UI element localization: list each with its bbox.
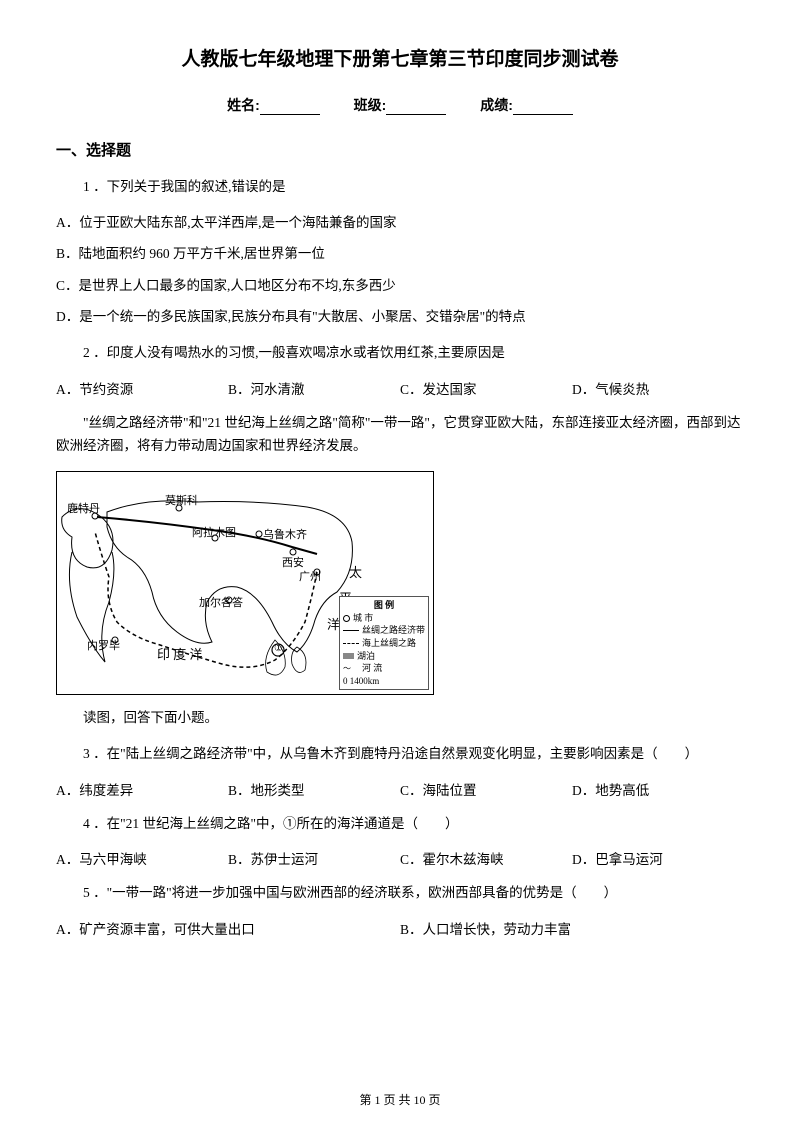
map-label-jiaergeda: 加尔各答 — [199, 594, 243, 610]
map-label-wulumuqi: 乌鲁木齐 — [263, 526, 307, 542]
map-figure: 鹿特丹 莫斯科 阿拉木图 乌鲁木齐 西安 广州 加尔各答 内罗毕 印 度 洋 太… — [56, 471, 434, 695]
map-label-mosike: 莫斯科 — [165, 492, 198, 508]
q4-opt-a[interactable]: A．马六甲海峡 — [56, 848, 228, 868]
q2-options: A．节约资源 B．河水清澈 C．发达国家 D．气候炎热 — [56, 378, 744, 398]
page-footer: 第 1 页 共 10 页 — [0, 1091, 800, 1108]
map-label-alamutu: 阿拉木图 — [192, 524, 236, 540]
page-title: 人教版七年级地理下册第七章第三节印度同步测试卷 — [56, 44, 744, 71]
class-blank[interactable] — [386, 101, 446, 115]
score-label: 成绩: — [480, 97, 513, 113]
q1-opt-c[interactable]: C．是世界上人口最多的国家,人口地区分布不均,东多西少 — [56, 275, 744, 297]
read-map-instruction: 读图，回答下面小题。 — [56, 707, 744, 729]
map-label-neiluobi: 内罗毕 — [87, 637, 120, 653]
student-info-line: 姓名: 班级: 成绩: — [56, 95, 744, 115]
q3-opt-c[interactable]: C．海陆位置 — [400, 779, 572, 799]
class-label: 班级: — [354, 97, 387, 113]
name-blank[interactable] — [260, 101, 320, 115]
q3-opt-d[interactable]: D．地势高低 — [572, 779, 744, 799]
q1-opt-a[interactable]: A．位于亚欧大陆东部,太平洋西岸,是一个海陆兼备的国家 — [56, 212, 744, 234]
legend-landroute: 丝绸之路经济带 — [362, 624, 425, 637]
q3-opt-a[interactable]: A．纬度差异 — [56, 779, 228, 799]
legend-scale: 0 1400km — [343, 675, 425, 688]
q1-options: A．位于亚欧大陆东部,太平洋西岸,是一个海陆兼备的国家 B．陆地面积约 960 … — [56, 212, 744, 328]
legend-city: 城 市 — [353, 612, 373, 625]
name-label: 姓名: — [227, 97, 260, 113]
legend-searoute: 海上丝绸之路 — [362, 637, 416, 650]
map-label-lutedan: 鹿特丹 — [67, 500, 100, 516]
section-mcq-title: 一、选择题 — [56, 139, 744, 160]
score-blank[interactable] — [513, 101, 573, 115]
q4-opt-b[interactable]: B．苏伊士运河 — [228, 848, 400, 868]
q2-stem: 2 ．印度人没有喝热水的习惯,一般喜欢喝凉水或者饮用红茶,主要原因是 — [56, 342, 744, 364]
q3-opt-b[interactable]: B．地形类型 — [228, 779, 400, 799]
map-label-indian-ocean: 印 度 洋 — [157, 644, 203, 663]
q1-opt-d[interactable]: D．是一个统一的多民族国家,民族分布具有"大散居、小聚居、交错杂居"的特点 — [56, 306, 744, 328]
map-legend: 图 例 城 市 丝绸之路经济带 海上丝绸之路 湖泊 ～河 流 0 1400km — [339, 596, 429, 690]
q4-opt-d[interactable]: D．巴拿马运河 — [572, 848, 744, 868]
map-label-pacific-t: 太 — [349, 562, 362, 581]
legend-lake: 湖泊 — [357, 650, 375, 663]
map-label-mark1: ① — [274, 643, 283, 654]
q2-opt-a[interactable]: A．节约资源 — [56, 378, 228, 398]
q2-opt-b[interactable]: B．河水清澈 — [228, 378, 400, 398]
q4-options: A．马六甲海峡 B．苏伊士运河 C．霍尔木兹海峡 D．巴拿马运河 — [56, 848, 744, 868]
legend-river: 河 流 — [362, 662, 382, 675]
q2-opt-d[interactable]: D．气候炎热 — [572, 378, 744, 398]
q1-opt-b[interactable]: B．陆地面积约 960 万平方千米,居世界第一位 — [56, 243, 744, 265]
q5-options: A．矿产资源丰富，可供大量出口 B．人口增长快，劳动力丰富 — [56, 918, 744, 944]
passage-obor: "丝绸之路经济带"和"21 世纪海上丝绸之路"简称"一带一路"，它贯穿亚欧大陆，… — [56, 412, 744, 458]
q3-stem: 3 ．在"陆上丝绸之路经济带"中，从乌鲁木齐到鹿特丹沿途自然景观变化明显，主要影… — [56, 743, 744, 765]
q2-opt-c[interactable]: C．发达国家 — [400, 378, 572, 398]
q3-options: A．纬度差异 B．地形类型 C．海陆位置 D．地势高低 — [56, 779, 744, 799]
q4-opt-c[interactable]: C．霍尔木兹海峡 — [400, 848, 572, 868]
q1-stem: 1 ．下列关于我国的叙述,错误的是 — [56, 176, 744, 198]
q5-stem: 5 ．"一带一路"将进一步加强中国与欧洲西部的经济联系，欧洲西部具备的优势是（ … — [56, 882, 744, 904]
q5-opt-a[interactable]: A．矿产资源丰富，可供大量出口 — [56, 918, 400, 938]
legend-title: 图 例 — [343, 599, 425, 612]
q5-opt-b[interactable]: B．人口增长快，劳动力丰富 — [400, 918, 744, 938]
q4-stem: 4 ．在"21 世纪海上丝绸之路"中，①所在的海洋通道是（ ） — [56, 813, 744, 835]
map-label-guangzhou: 广州 — [299, 568, 321, 584]
